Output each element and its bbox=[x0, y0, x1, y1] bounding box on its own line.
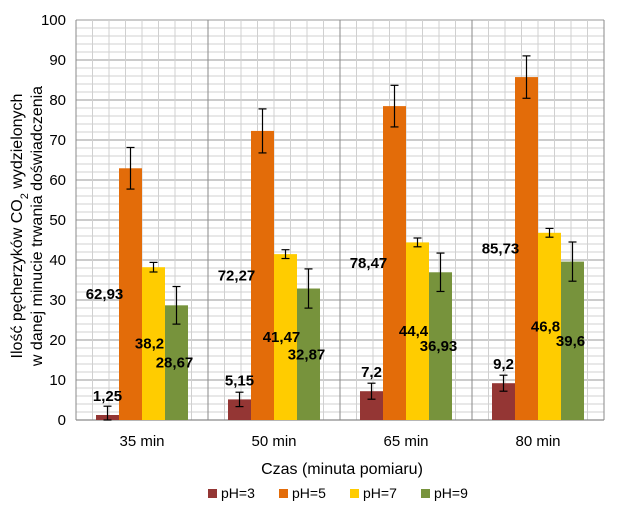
bars bbox=[96, 77, 584, 421]
data-label: 72,27 bbox=[218, 267, 256, 284]
data-label: 36,93 bbox=[420, 338, 458, 355]
data-labels: 1,25 5,15 7,2 9,2 62,93 72,27 78,47 85,73 38,2 41… bbox=[86, 241, 585, 405]
bar-pH9-0 bbox=[165, 305, 188, 420]
x-tick-label: 80 min bbox=[515, 433, 560, 450]
y-axis-title-line1-rest: wydzielonych bbox=[9, 94, 26, 194]
bar-pH7-1 bbox=[274, 254, 297, 420]
data-label: 85,73 bbox=[482, 241, 520, 258]
data-label: 41,47 bbox=[263, 329, 301, 346]
bar-pH5-1 bbox=[251, 130, 274, 421]
data-label: 5,15 bbox=[225, 372, 254, 389]
data-label: 28,67 bbox=[156, 355, 194, 372]
data-label: 62,93 bbox=[86, 286, 124, 303]
y-tick-label: 90 bbox=[49, 52, 66, 69]
legend-label: pH=3 bbox=[221, 485, 255, 501]
bar-pH5-0 bbox=[119, 168, 142, 420]
bar-pH9-2 bbox=[429, 272, 452, 420]
data-label: 9,2 bbox=[493, 356, 514, 373]
y-tick-label: 40 bbox=[49, 252, 66, 269]
data-label: 46,8 bbox=[531, 318, 560, 335]
data-label: 38,2 bbox=[135, 336, 164, 353]
bar-pH9-1 bbox=[297, 288, 320, 420]
bar-pH7-3 bbox=[538, 232, 561, 420]
svg-text:Ilość pęcherzyków CO2 wydzielo: Ilość pęcherzyków CO2 wydzielonych bbox=[9, 94, 31, 359]
data-label: 39,6 bbox=[556, 333, 585, 350]
x-axis-ticks: 35 min 50 min 65 min 80 min bbox=[119, 433, 560, 450]
y-tick-label: 80 bbox=[49, 92, 66, 109]
bar-pH7-2 bbox=[406, 242, 429, 420]
y-tick-label: 60 bbox=[49, 172, 66, 189]
y-tick-label: 20 bbox=[49, 332, 66, 349]
x-axis-title: Czas (minuta pomiaru) bbox=[261, 461, 423, 478]
legend-swatch bbox=[279, 489, 288, 498]
legend-label: pH=5 bbox=[292, 485, 326, 501]
x-tick-label: 65 min bbox=[383, 433, 428, 450]
y-axis-title-subscript: 2 bbox=[19, 193, 31, 199]
bar-pH5-2 bbox=[383, 106, 406, 421]
y-tick-label: 30 bbox=[49, 292, 66, 309]
legend: pH=3 pH=5 pH=7 pH=9 bbox=[208, 485, 468, 501]
legend-swatch bbox=[208, 489, 217, 498]
y-tick-label: 0 bbox=[58, 412, 66, 429]
error-bars bbox=[103, 55, 577, 421]
bar-pH3-2 bbox=[360, 391, 383, 420]
legend-label: pH=7 bbox=[363, 485, 397, 501]
legend-swatch bbox=[350, 489, 359, 498]
y-axis-ticks: 0 10 20 30 40 50 60 70 80 90 100 bbox=[41, 12, 66, 429]
legend-label: pH=9 bbox=[434, 485, 468, 501]
y-tick-label: 100 bbox=[41, 12, 66, 29]
bar-pH3-3 bbox=[492, 383, 515, 420]
legend-swatch bbox=[421, 489, 430, 498]
bar-pH7-0 bbox=[142, 267, 165, 420]
bar-pH5-3 bbox=[515, 77, 538, 420]
y-tick-label: 50 bbox=[49, 212, 66, 229]
x-tick-label: 50 min bbox=[251, 433, 296, 450]
y-axis-title: Ilość pęcherzyków CO2 wydzielonych w dan… bbox=[9, 86, 46, 367]
data-label: 78,47 bbox=[350, 255, 388, 272]
data-label: 1,25 bbox=[93, 388, 122, 405]
y-tick-label: 10 bbox=[49, 372, 66, 389]
data-label: 44,4 bbox=[399, 323, 429, 340]
y-tick-label: 70 bbox=[49, 132, 66, 149]
y-axis-title-line1: Ilość pęcherzyków CO bbox=[9, 199, 26, 358]
data-label: 7,2 bbox=[361, 364, 382, 381]
bar-pH3-1 bbox=[228, 399, 251, 420]
y-axis-title-line2: w danej minucie trwania doświadczenia bbox=[29, 86, 46, 367]
x-tick-label: 35 min bbox=[119, 433, 164, 450]
bar-pH9-3 bbox=[561, 261, 584, 420]
data-label: 32,87 bbox=[288, 346, 326, 363]
